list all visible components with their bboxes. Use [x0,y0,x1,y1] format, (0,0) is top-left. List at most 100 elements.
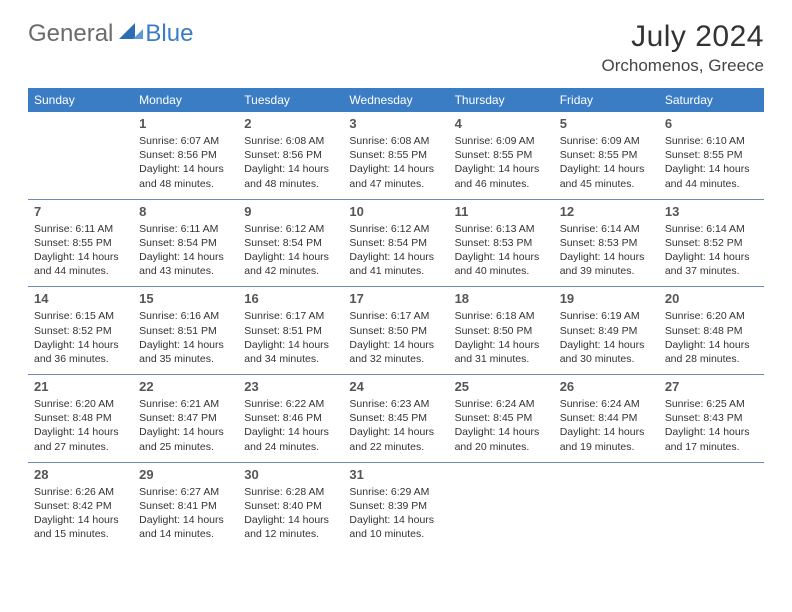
day-number: 11 [455,204,548,219]
day-info: Sunrise: 6:14 AMSunset: 8:52 PMDaylight:… [665,222,758,279]
day-header-friday: Friday [554,88,659,112]
day-info: Sunrise: 6:16 AMSunset: 8:51 PMDaylight:… [139,309,232,366]
day-cell: 2 Sunrise: 6:08 AMSunset: 8:56 PMDaylight… [238,112,343,199]
day-cell: 11 Sunrise: 6:13 AMSunset: 8:53 PMDayligh… [449,199,554,287]
day-number: 10 [349,204,442,219]
day-info: Sunrise: 6:09 AMSunset: 8:55 PMDaylight:… [560,134,653,191]
day-cell: 24Sunrise: 6:23 AMSunset: 8:45 PMDayligh… [343,375,448,463]
day-info: Sunrise: 6:28 AMSunset: 8:40 PMDaylight:… [244,485,337,542]
day-number: 29 [139,467,232,482]
day-info: Sunrise: 6:13 AMSunset: 8:53 PMDaylight:… [455,222,548,279]
day-header-sunday: Sunday [28,88,133,112]
day-cell: 10 Sunrise: 6:12 AMSunset: 8:54 PMDayligh… [343,199,448,287]
day-number: 28 [34,467,127,482]
day-number: 7 [34,204,127,219]
day-number: 18 [455,291,548,306]
title-block: July 2024 Orchomenos, Greece [601,20,764,76]
day-info: Sunrise: 6:29 AMSunset: 8:39 PMDaylight:… [349,485,442,542]
day-cell [659,462,764,549]
day-cell: 17Sunrise: 6:17 AMSunset: 8:50 PMDayligh… [343,287,448,375]
day-number: 16 [244,291,337,306]
day-number: 19 [560,291,653,306]
day-info: Sunrise: 6:12 AMSunset: 8:54 PMDaylight:… [244,222,337,279]
day-cell: 26 Sunrise: 6:24 AMSunset: 8:44 PMDayligh… [554,375,659,463]
month-title: July 2024 [601,20,764,54]
calendar-header-row: SundayMondayTuesdayWednesdayThursdayFrid… [28,88,764,112]
day-number: 5 [560,116,653,131]
top-bar: General Blue July 2024 Orchomenos, Greec… [28,20,764,76]
day-cell: 6 Sunrise: 6:10 AMSunset: 8:55 PMDaylight… [659,112,764,199]
day-info: Sunrise: 6:11 AMSunset: 8:55 PMDaylight:… [34,222,127,279]
day-cell: 8Sunrise: 6:11 AMSunset: 8:54 PMDaylight… [133,199,238,287]
week-row: 1 Sunrise: 6:07 AMSunset: 8:56 PMDaylight… [28,112,764,199]
day-info: Sunrise: 6:15 AMSunset: 8:52 PMDaylight:… [34,309,127,366]
day-info: Sunrise: 6:25 AMSunset: 8:43 PMDaylight:… [665,397,758,454]
day-info: Sunrise: 6:12 AMSunset: 8:54 PMDaylight:… [349,222,442,279]
day-info: Sunrise: 6:19 AMSunset: 8:49 PMDaylight:… [560,309,653,366]
day-number: 12 [560,204,653,219]
day-header-thursday: Thursday [449,88,554,112]
day-number: 20 [665,291,758,306]
day-info: Sunrise: 6:24 AMSunset: 8:45 PMDaylight:… [455,397,548,454]
day-info: Sunrise: 6:20 AMSunset: 8:48 PMDaylight:… [665,309,758,366]
day-info: Sunrise: 6:08 AMSunset: 8:55 PMDaylight:… [349,134,442,191]
day-header-monday: Monday [133,88,238,112]
day-cell: 7 Sunrise: 6:11 AMSunset: 8:55 PMDaylight… [28,199,133,287]
day-number: 26 [560,379,653,394]
day-number: 3 [349,116,442,131]
day-cell: 19 Sunrise: 6:19 AMSunset: 8:49 PMDayligh… [554,287,659,375]
day-cell: 5 Sunrise: 6:09 AMSunset: 8:55 PMDaylight… [554,112,659,199]
day-cell: 15Sunrise: 6:16 AMSunset: 8:51 PMDayligh… [133,287,238,375]
day-header-wednesday: Wednesday [343,88,448,112]
day-info: Sunrise: 6:17 AMSunset: 8:51 PMDaylight:… [244,309,337,366]
day-info: Sunrise: 6:07 AMSunset: 8:56 PMDaylight:… [139,134,232,191]
day-header-saturday: Saturday [659,88,764,112]
day-number: 1 [139,116,232,131]
calendar-page: General Blue July 2024 Orchomenos, Greec… [0,0,792,569]
day-cell: 18 Sunrise: 6:18 AMSunset: 8:50 PMDayligh… [449,287,554,375]
day-number: 17 [349,291,442,306]
day-cell: 1 Sunrise: 6:07 AMSunset: 8:56 PMDaylight… [133,112,238,199]
day-number: 2 [244,116,337,131]
day-info: Sunrise: 6:27 AMSunset: 8:41 PMDaylight:… [139,485,232,542]
day-number: 31 [349,467,442,482]
day-cell: 22 Sunrise: 6:21 AMSunset: 8:47 PMDayligh… [133,375,238,463]
week-row: 21Sunrise: 6:20 AMSunset: 8:48 PMDayligh… [28,375,764,463]
day-info: Sunrise: 6:21 AMSunset: 8:47 PMDaylight:… [139,397,232,454]
day-info: Sunrise: 6:08 AMSunset: 8:56 PMDaylight:… [244,134,337,191]
day-number: 6 [665,116,758,131]
brand-part1: General [28,20,113,48]
day-cell: 20 Sunrise: 6:20 AMSunset: 8:48 PMDayligh… [659,287,764,375]
day-number: 4 [455,116,548,131]
day-header-tuesday: Tuesday [238,88,343,112]
day-info: Sunrise: 6:14 AMSunset: 8:53 PMDaylight:… [560,222,653,279]
day-info: Sunrise: 6:11 AMSunset: 8:54 PMDaylight:… [139,222,232,279]
location-subtitle: Orchomenos, Greece [601,56,764,76]
day-info: Sunrise: 6:10 AMSunset: 8:55 PMDaylight:… [665,134,758,191]
day-cell: 21Sunrise: 6:20 AMSunset: 8:48 PMDayligh… [28,375,133,463]
day-cell: 12 Sunrise: 6:14 AMSunset: 8:53 PMDayligh… [554,199,659,287]
day-number: 14 [34,291,127,306]
day-cell: 14 Sunrise: 6:15 AMSunset: 8:52 PMDayligh… [28,287,133,375]
day-cell: 30 Sunrise: 6:28 AMSunset: 8:40 PMDayligh… [238,462,343,549]
day-cell [28,112,133,199]
calendar-body: 1 Sunrise: 6:07 AMSunset: 8:56 PMDaylight… [28,112,764,549]
brand-logo: General Blue [28,20,193,48]
day-info: Sunrise: 6:09 AMSunset: 8:55 PMDaylight:… [455,134,548,191]
week-row: 28Sunrise: 6:26 AMSunset: 8:42 PMDayligh… [28,462,764,549]
day-cell [449,462,554,549]
week-row: 14 Sunrise: 6:15 AMSunset: 8:52 PMDayligh… [28,287,764,375]
day-info: Sunrise: 6:24 AMSunset: 8:44 PMDaylight:… [560,397,653,454]
day-info: Sunrise: 6:20 AMSunset: 8:48 PMDaylight:… [34,397,127,454]
day-number: 22 [139,379,232,394]
brand-part2: Blue [145,20,193,47]
day-number: 13 [665,204,758,219]
day-number: 27 [665,379,758,394]
day-cell: 16 Sunrise: 6:17 AMSunset: 8:51 PMDayligh… [238,287,343,375]
day-info: Sunrise: 6:18 AMSunset: 8:50 PMDaylight:… [455,309,548,366]
day-info: Sunrise: 6:22 AMSunset: 8:46 PMDaylight:… [244,397,337,454]
day-number: 30 [244,467,337,482]
day-cell: 29 Sunrise: 6:27 AMSunset: 8:41 PMDayligh… [133,462,238,549]
day-cell: 4 Sunrise: 6:09 AMSunset: 8:55 PMDaylight… [449,112,554,199]
day-cell: 27 Sunrise: 6:25 AMSunset: 8:43 PMDayligh… [659,375,764,463]
